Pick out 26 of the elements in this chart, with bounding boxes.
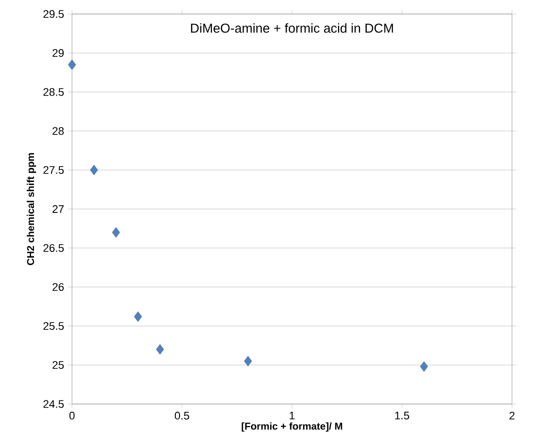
y-tick-label: 29.5 [43,10,64,18]
y-tick-label: 27.5 [43,166,64,174]
y-tick-label: 28 [52,127,64,135]
y-tick-label: 25 [52,361,64,369]
point [134,311,142,322]
y-tick-label: 25.5 [43,322,64,330]
y-tick-label: 28.5 [43,88,64,96]
point [244,356,252,366]
x-axis-title: [Formic + formate]/ M [242,422,342,432]
y-tick-label: 27 [52,205,64,213]
point [156,344,164,355]
text: DiMeO-amine + formic acid in DCM [191,23,393,33]
x-tick-label: 1 [290,412,295,420]
point [68,60,76,70]
point [90,164,98,176]
y-axis-title: CH2 chemical shift ppm [26,153,36,266]
x-tick-label: 0.5 [174,412,190,420]
point [112,227,120,238]
y-tick-label: 26.5 [43,244,64,252]
point [420,361,428,372]
y-tick-label: 29 [52,49,64,57]
y-tick-label: 24.5 [43,400,64,408]
x-tick-label: 0 [69,412,75,420]
x-tick-label: 2 [510,412,514,420]
x-tick-label: 1.5 [395,412,410,420]
y-tick-label: 26 [52,283,64,291]
